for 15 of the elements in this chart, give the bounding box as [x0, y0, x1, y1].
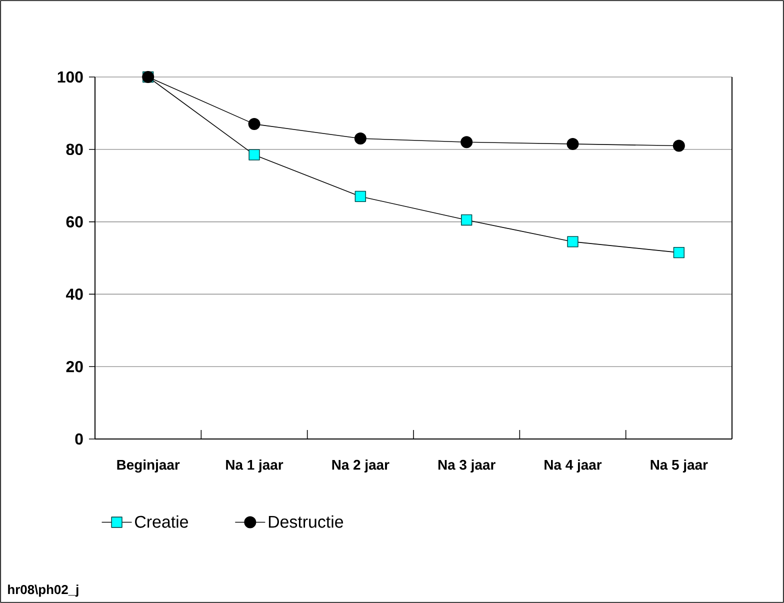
x-tick-label: Na 3 jaar	[438, 460, 496, 473]
y-tick-label: 20	[66, 360, 83, 372]
x-tick-label: Beginjaar	[117, 460, 180, 473]
y-tick-label: 0	[75, 433, 83, 445]
y-tick-label: 80	[66, 144, 83, 156]
y-tick-label: 60	[66, 216, 83, 228]
text: hr08\ph02_j	[8, 584, 78, 597]
x-tick-label: Na 4 jaar	[544, 460, 602, 473]
x-tick-label: Na 5 jaar	[650, 460, 708, 473]
y-tick-label: 40	[66, 288, 83, 300]
legend-label: Creatie	[135, 515, 188, 528]
x-tick-label: Na 1 jaar	[226, 460, 284, 473]
y-tick-label: 100	[58, 71, 83, 83]
x-tick-label: Na 2 jaar	[332, 460, 390, 473]
legend-label: Destructie	[268, 515, 344, 528]
